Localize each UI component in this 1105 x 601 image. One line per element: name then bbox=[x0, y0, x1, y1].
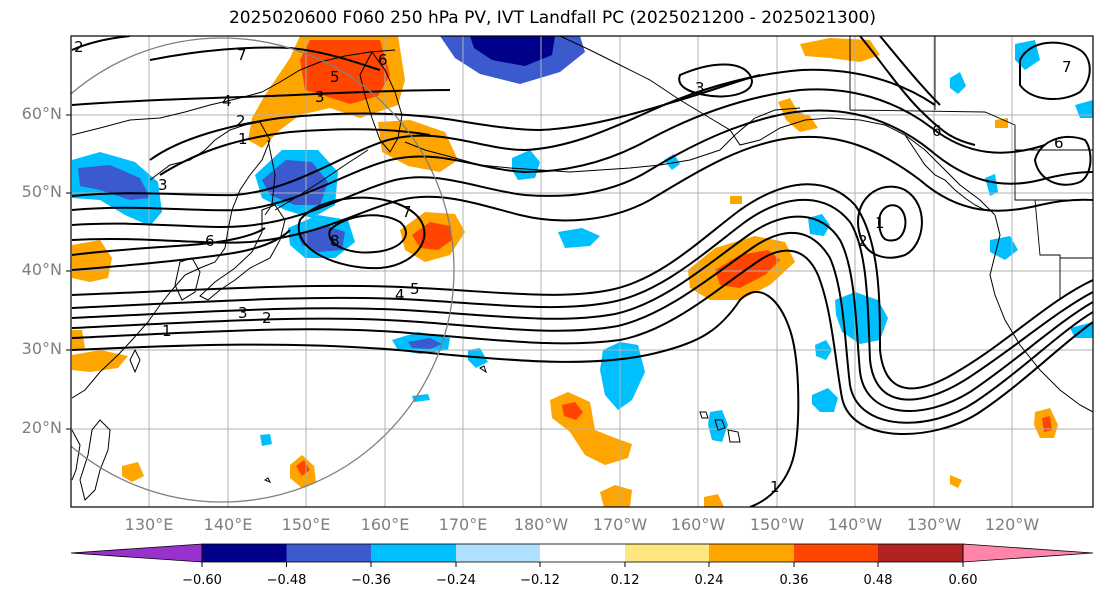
contour-labels: 7 6 5 3 4 2 1 3 6 7 8 4 5 3 2 1 3 6 2 1 … bbox=[74, 38, 1072, 496]
contour-label: 3 bbox=[238, 304, 248, 322]
contour-label: 1 bbox=[162, 322, 172, 340]
contour-label: 2 bbox=[262, 309, 272, 327]
lat-label: 20°N bbox=[21, 418, 62, 437]
political-boundaries bbox=[849, 36, 1093, 300]
colorbar-tick-label: 0.48 bbox=[863, 573, 893, 588]
lon-label: 130°E bbox=[124, 515, 174, 534]
lon-label: 140°W bbox=[827, 515, 883, 534]
colorbar-segment bbox=[202, 544, 287, 562]
colorbar bbox=[70, 543, 1094, 567]
contour-label: 2 bbox=[236, 112, 246, 130]
contour-label: 4 bbox=[395, 286, 405, 304]
colorbar-tick-label: 0.60 bbox=[948, 573, 978, 588]
contour-label: 1 bbox=[875, 214, 885, 232]
colorbar-extend-left bbox=[70, 543, 203, 563]
colorbar-segment bbox=[371, 544, 456, 562]
lon-label: 160°E bbox=[360, 515, 410, 534]
colorbar-segment bbox=[540, 544, 625, 562]
contour-label: 7 bbox=[237, 46, 247, 64]
colorbar-segment bbox=[878, 544, 963, 562]
colorbar-segment bbox=[456, 544, 540, 562]
colorbar-tick-label: −0.24 bbox=[436, 573, 476, 588]
contour-label: 3 bbox=[158, 176, 168, 194]
contour-label: 2 bbox=[858, 232, 868, 250]
lat-label: 60°N bbox=[21, 104, 62, 123]
colorbar-segment bbox=[794, 544, 878, 562]
lon-label: 120°W bbox=[984, 515, 1040, 534]
colorbar-tick-label: −0.36 bbox=[351, 573, 391, 588]
colorbar-outline bbox=[201, 543, 964, 563]
contour-label: 3 bbox=[695, 79, 705, 97]
axis-ticks bbox=[66, 114, 71, 430]
range-circle bbox=[71, 37, 455, 503]
colorbar-tick-label: −0.48 bbox=[266, 573, 307, 588]
lon-label: 170°W bbox=[592, 515, 648, 534]
contour-label: 7 bbox=[402, 203, 412, 221]
colorbar-segment bbox=[286, 544, 371, 562]
colorbar-tick-label: 0.24 bbox=[694, 573, 724, 588]
map-title: 2025020600 F060 250 hPa PV, IVT Landfall… bbox=[228, 8, 876, 28]
colorbar-tick-label: −0.60 bbox=[182, 573, 222, 588]
lon-label: 180°W bbox=[513, 515, 569, 534]
lat-label: 40°N bbox=[21, 260, 62, 279]
contour-label: 6 bbox=[205, 232, 215, 250]
contour-label: 7 bbox=[1062, 58, 1072, 76]
contour-label: 1 bbox=[238, 130, 248, 148]
pv-contours bbox=[71, 36, 1093, 507]
colorbar-tick-label: 0.12 bbox=[610, 573, 640, 588]
lon-label: 140°E bbox=[203, 515, 253, 534]
contour-label: 4 bbox=[222, 92, 232, 110]
lon-label: 150°W bbox=[749, 515, 805, 534]
colorbar-extend-right bbox=[962, 543, 1094, 563]
colorbar-tick-label: 0.36 bbox=[779, 573, 809, 588]
contour-label: 6 bbox=[932, 122, 942, 140]
lon-label: 160°W bbox=[670, 515, 726, 534]
colorbar-tick-label: −0.12 bbox=[520, 573, 560, 588]
contour-label: 6 bbox=[378, 51, 388, 69]
colorbar-segment bbox=[709, 544, 794, 562]
map-area: 7 6 5 3 4 2 1 3 6 7 8 4 5 3 2 1 3 6 2 1 … bbox=[71, 36, 1093, 507]
contour-label: 5 bbox=[410, 280, 420, 298]
colorbar-segment bbox=[625, 544, 709, 562]
lon-label: 170°E bbox=[438, 515, 488, 534]
lon-label: 150°E bbox=[281, 515, 331, 534]
contour-label: 1 bbox=[770, 478, 780, 496]
lat-label: 50°N bbox=[21, 182, 62, 201]
lon-label: 130°W bbox=[906, 515, 962, 534]
contour-label: 5 bbox=[330, 68, 340, 86]
contour-label: 8 bbox=[330, 232, 340, 250]
lat-label: 30°N bbox=[21, 339, 62, 358]
contour-label: 2 bbox=[74, 38, 84, 56]
contour-label: 6 bbox=[1054, 134, 1064, 152]
contour-label: 3 bbox=[315, 88, 325, 106]
